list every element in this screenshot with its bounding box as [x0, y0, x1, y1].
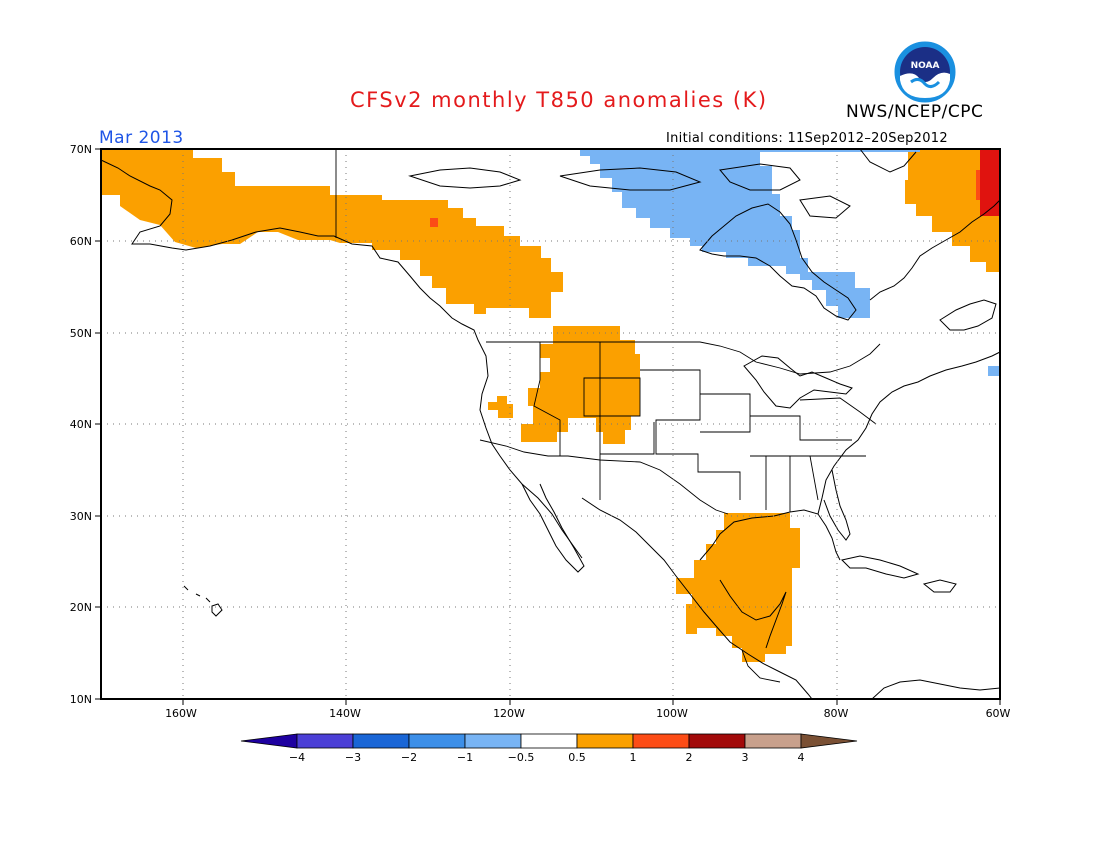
anomaly-region-alaska: [101, 149, 563, 318]
forecast-period: Mar 2013: [99, 128, 184, 148]
lon-label: 160W: [165, 707, 197, 720]
anomaly-cell-strong-alaska: [430, 218, 438, 227]
coastline-alaska-west: [100, 159, 583, 559]
legend-swatch: [576, 733, 634, 749]
border-us-states-2: [599, 342, 655, 500]
legend-label: −0.5: [508, 751, 535, 764]
lon-label: 140W: [329, 707, 361, 720]
coastline-mexico-pacific: [581, 497, 813, 700]
lat-label: 20N: [70, 601, 92, 614]
legend-label: 4: [798, 751, 805, 764]
coastline-labrador: [869, 199, 1001, 301]
legend-label: −2: [401, 751, 417, 764]
anomaly-region-mexico: [676, 513, 800, 662]
noaa-logo-text: NOAA: [911, 61, 940, 71]
anomaly-region-atlantic-blue: [988, 366, 1000, 376]
political-boundaries: [335, 149, 881, 683]
legend-label: 0.5: [568, 751, 586, 764]
anomaly-region-western-us: [521, 326, 640, 444]
initial-conditions: Initial conditions: 11Sep2012–20Sep2012: [666, 131, 948, 146]
lon-label: 120W: [493, 707, 525, 720]
anomaly-region-ne-strong: [976, 149, 1000, 216]
lat-label: 70N: [70, 143, 92, 156]
border-us-states-3: [583, 377, 641, 417]
coastline-arctic-4: [799, 195, 851, 219]
coastline-yucatan: [719, 579, 787, 649]
legend-swatch: [520, 733, 578, 749]
legend-arrow-low: [240, 733, 298, 749]
lat-label: 60N: [70, 235, 92, 248]
legend-swatch: [464, 733, 522, 749]
anomaly-region-hudson-bay: [580, 149, 920, 318]
lat-label: 30N: [70, 510, 92, 523]
tick-marks: [95, 148, 1001, 705]
legend-swatch: [688, 733, 746, 749]
coastline-greenland: [859, 148, 917, 173]
coastline-newfoundland: [939, 299, 997, 331]
coastline-florida: [823, 469, 851, 541]
legend-swatch: [408, 733, 466, 749]
color-legend: −4 −3 −2 −1 −0.5 0.5 1 2 3 4: [240, 733, 858, 764]
coastline-arctic-3: [719, 163, 801, 191]
border-us-states-1: [533, 342, 561, 456]
anomaly-region-ne-mid: [976, 170, 980, 200]
border-us-mexico: [479, 439, 729, 515]
chart-title-text: CFSv2 monthly T850 anomalies (K): [350, 88, 768, 112]
coastline-great-lakes: [743, 355, 853, 409]
border-us-states-4: [640, 369, 741, 500]
lon-label: 80W: [824, 707, 849, 720]
border-mexico-central: [741, 649, 781, 683]
border-us-states-5: [700, 393, 852, 441]
legend-label: −1: [457, 751, 473, 764]
coastline-east: [817, 351, 1001, 515]
noaa-logo: NOAA: [893, 40, 957, 104]
border-us-states-7: [799, 397, 877, 425]
coastline-hispaniola: [922, 579, 957, 593]
coastline-arctic-1: [408, 167, 522, 189]
coastline-south-america: [871, 679, 1001, 700]
border-us-states-6: [750, 455, 866, 512]
legend-label: 2: [686, 751, 693, 764]
legend-arrow-high: [800, 733, 858, 749]
anomaly-region-nevada-spot: [488, 396, 513, 418]
lat-label: 10N: [70, 693, 92, 706]
lat-label: 40N: [70, 418, 92, 431]
legend-label: −3: [345, 751, 361, 764]
coastline-baja: [521, 483, 585, 573]
coastlines: [100, 148, 1001, 700]
coastline-arctic-2: [559, 167, 702, 191]
legend-swatch: [352, 733, 410, 749]
lat-label: 50N: [70, 327, 92, 340]
agency-label: NWS/NCEP/CPC: [846, 102, 984, 122]
coastline-hudson-bay: [699, 203, 857, 321]
border-us-canada: [486, 341, 881, 375]
legend-label: 1: [630, 751, 637, 764]
coastline-cuba: [841, 555, 920, 579]
legend-swatch: [296, 733, 354, 749]
lon-label: 100W: [656, 707, 688, 720]
legend-label: −4: [289, 751, 305, 764]
legend-swatch: [632, 733, 690, 749]
lon-label: 60W: [986, 707, 1011, 720]
coastline-hawaii: [183, 585, 223, 617]
legend-swatch: [744, 733, 802, 749]
legend-label: 3: [742, 751, 749, 764]
